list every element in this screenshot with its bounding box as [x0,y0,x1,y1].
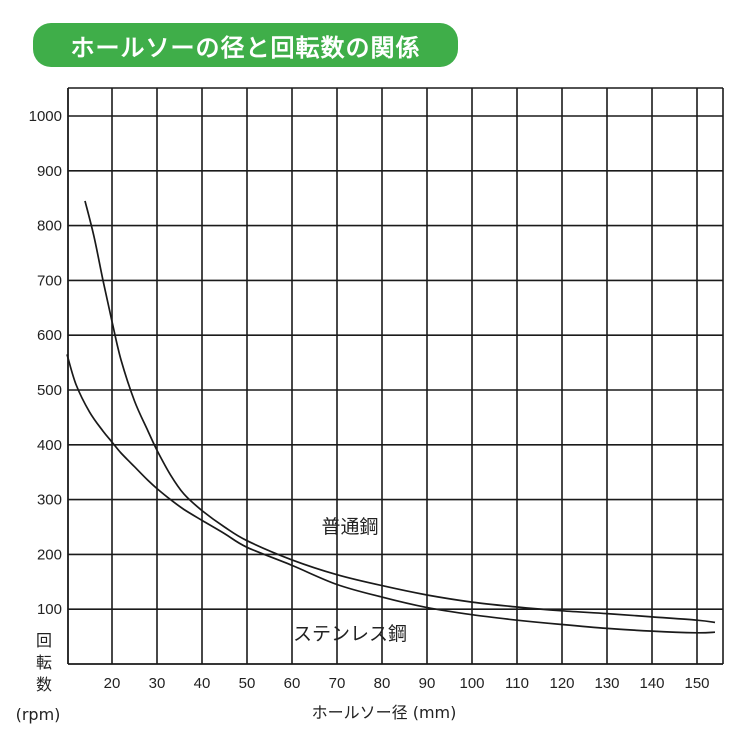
series-label-normal-steel: 普通鋼 [321,516,378,538]
x-tick-label: 40 [194,675,211,692]
y-tick-label: 800 [37,218,62,235]
x-axis-label: ホールソー径 (mm) [312,703,457,722]
y-tick-label: 400 [37,437,62,454]
x-tick-label: 130 [594,675,619,692]
chart-title: ホールソーの径と回転数の関係 [33,23,458,67]
y-tick-label: 700 [37,272,62,289]
y-axis-label: (rpm) [16,705,61,724]
x-tick-label: 150 [684,675,709,692]
y-tick-label: 600 [37,327,62,344]
x-tick-label: 30 [149,675,166,692]
y-tick-label: 1000 [29,108,62,125]
x-tick-label: 80 [374,675,391,692]
x-tick-label: 20 [104,675,121,692]
series-label-stainless-steel: ステンレス鋼 [293,623,407,645]
y-tick-label: 300 [37,492,62,509]
x-tick-label: 110 [505,675,529,692]
series-line-normal-steel [84,200,716,624]
y-tick-label: 500 [37,382,62,399]
x-tick-label: 140 [639,675,664,692]
y-axis-label: 転 [36,653,52,672]
y-tick-label: 200 [37,546,62,563]
x-tick-label: 70 [329,675,346,692]
series-line-stainless-steel [66,354,716,634]
y-tick-label: 100 [37,601,62,618]
y-axis-label: 回 [36,631,52,650]
x-tick-label: 50 [239,675,256,692]
x-tick-label: 60 [284,675,301,692]
x-tick-label: 100 [459,675,484,692]
y-axis-label: 数 [36,675,52,694]
x-tick-label: 120 [549,675,574,692]
y-tick-label: 900 [37,163,62,180]
x-tick-label: 90 [419,675,436,692]
